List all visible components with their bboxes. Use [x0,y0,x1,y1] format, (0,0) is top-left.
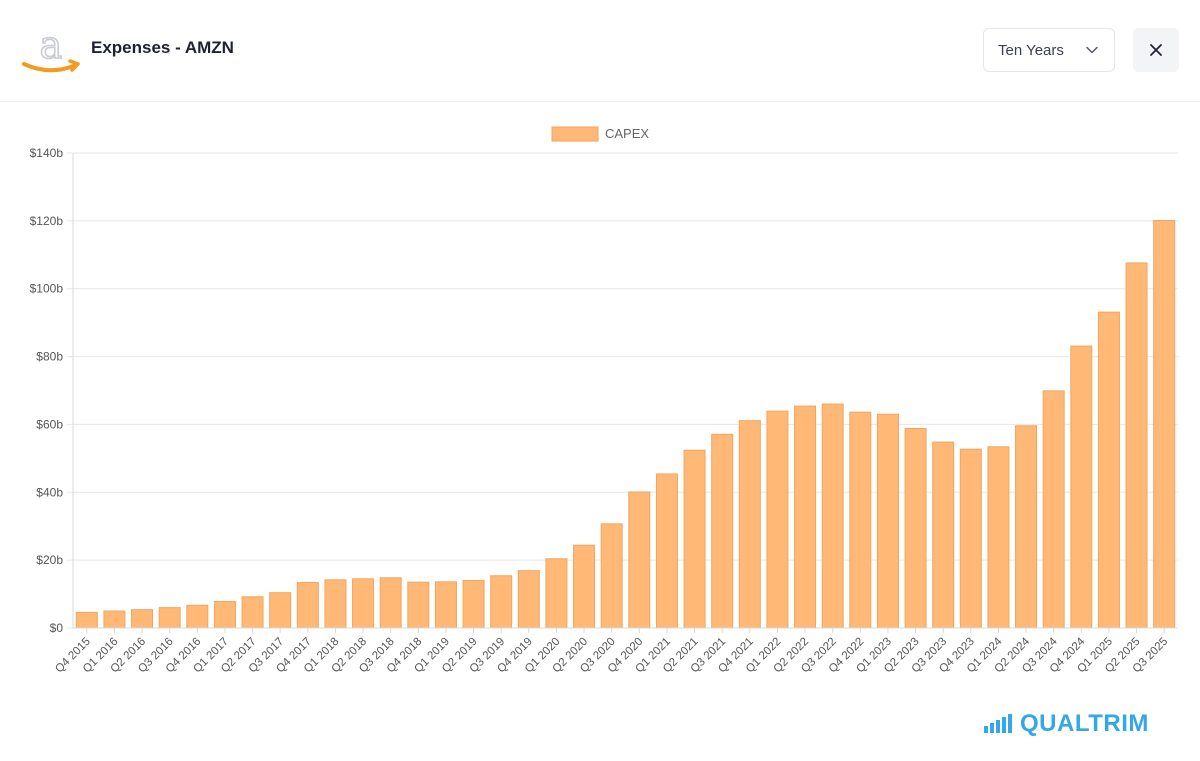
amazon-logo-icon: a [22,24,80,73]
bar [1070,345,1093,629]
range-select[interactable]: Ten Years [983,28,1115,72]
header: a Expenses - AMZN Ten Years [0,0,1200,102]
bar [904,428,927,629]
bar [324,579,347,629]
bar [628,491,651,629]
bar [269,592,292,629]
capex-bar-chart: $0$20b$40b$60b$80b$100b$120b$140bCAPEXQ4… [30,126,1178,675]
bar [876,413,899,629]
close-button[interactable] [1133,28,1179,72]
bar [1125,262,1148,629]
bar [683,449,706,629]
y-tick-label: $0 [50,621,64,635]
bar [462,580,485,629]
legend-swatch [551,126,599,142]
bar [131,609,154,629]
bar [103,610,126,629]
close-icon [1150,44,1162,56]
bar [794,405,817,629]
bar [987,446,1010,629]
bar [959,448,982,629]
brand-watermark: QUALTRIM [984,710,1176,737]
y-tick-label: $80b [36,350,63,364]
legend-label: CAPEX [605,126,649,141]
bar [296,582,319,629]
bar [1097,311,1120,629]
chevron-down-icon [1086,46,1098,54]
y-tick-label: $120b [30,214,64,228]
range-select-value: Ten Years [998,42,1064,59]
bar [241,596,264,629]
bar [158,607,181,629]
page-title: Expenses - AMZN [91,38,234,57]
bar [600,523,623,629]
y-tick-label: $140b [30,146,64,160]
bar [1015,425,1038,629]
bar [352,578,375,629]
bar [379,577,402,629]
chart-area: $0 $20b $40b $60b $80b $100b $120b $140b CAPEX Q4… [0,103,1200,761]
bar [434,581,457,629]
bar-chart-icon [984,714,1012,733]
bar [1042,390,1065,629]
bar [849,411,872,629]
bar [490,575,513,629]
brand-name: QUALTRIM [1020,710,1149,737]
y-tick-label: $40b [36,485,63,499]
bar [1153,220,1176,629]
bar [213,601,236,629]
bar [407,581,430,629]
svg-text:a: a [40,24,63,67]
bar [573,544,596,629]
bar [545,558,568,629]
bar [932,441,955,629]
bar [766,410,789,629]
bar [517,570,540,629]
bar [711,433,734,629]
y-tick-label: $60b [36,417,63,431]
bar [738,420,761,629]
bar [821,403,844,629]
y-tick-label: $100b [30,282,64,296]
bar [655,473,678,629]
bar [75,611,98,629]
bar [186,604,209,629]
y-tick-label: $20b [36,553,63,567]
